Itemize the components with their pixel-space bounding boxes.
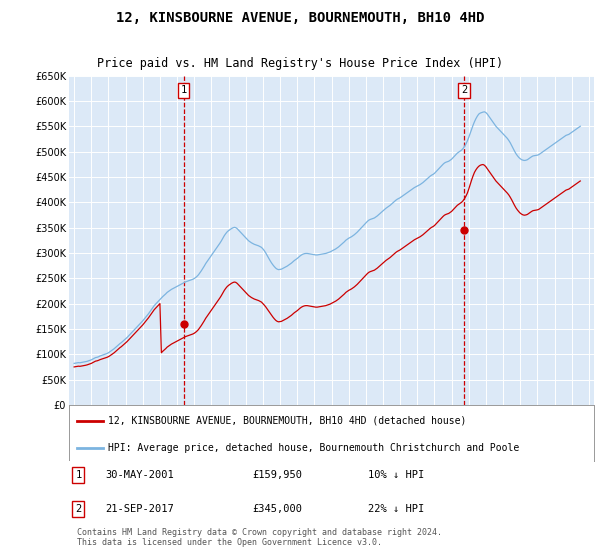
Text: 12, KINSBOURNE AVENUE, BOURNEMOUTH, BH10 4HD: 12, KINSBOURNE AVENUE, BOURNEMOUTH, BH10… <box>116 11 484 25</box>
Text: 12, KINSBOURNE AVENUE, BOURNEMOUTH, BH10 4HD (detached house): 12, KINSBOURNE AVENUE, BOURNEMOUTH, BH10… <box>109 416 467 426</box>
Text: 30-MAY-2001: 30-MAY-2001 <box>106 470 175 480</box>
Text: Contains HM Land Registry data © Crown copyright and database right 2024.
This d: Contains HM Land Registry data © Crown c… <box>77 528 442 547</box>
Text: Price paid vs. HM Land Registry's House Price Index (HPI): Price paid vs. HM Land Registry's House … <box>97 57 503 70</box>
Text: £345,000: £345,000 <box>253 505 303 515</box>
Text: £159,950: £159,950 <box>253 470 303 480</box>
Text: HPI: Average price, detached house, Bournemouth Christchurch and Poole: HPI: Average price, detached house, Bour… <box>109 444 520 454</box>
Text: 2: 2 <box>461 86 467 95</box>
Text: 1: 1 <box>181 86 187 95</box>
Text: 2: 2 <box>76 505 82 515</box>
Text: 21-SEP-2017: 21-SEP-2017 <box>106 505 175 515</box>
Text: 22% ↓ HPI: 22% ↓ HPI <box>368 505 425 515</box>
Text: 1: 1 <box>76 470 82 480</box>
Text: 10% ↓ HPI: 10% ↓ HPI <box>368 470 425 480</box>
